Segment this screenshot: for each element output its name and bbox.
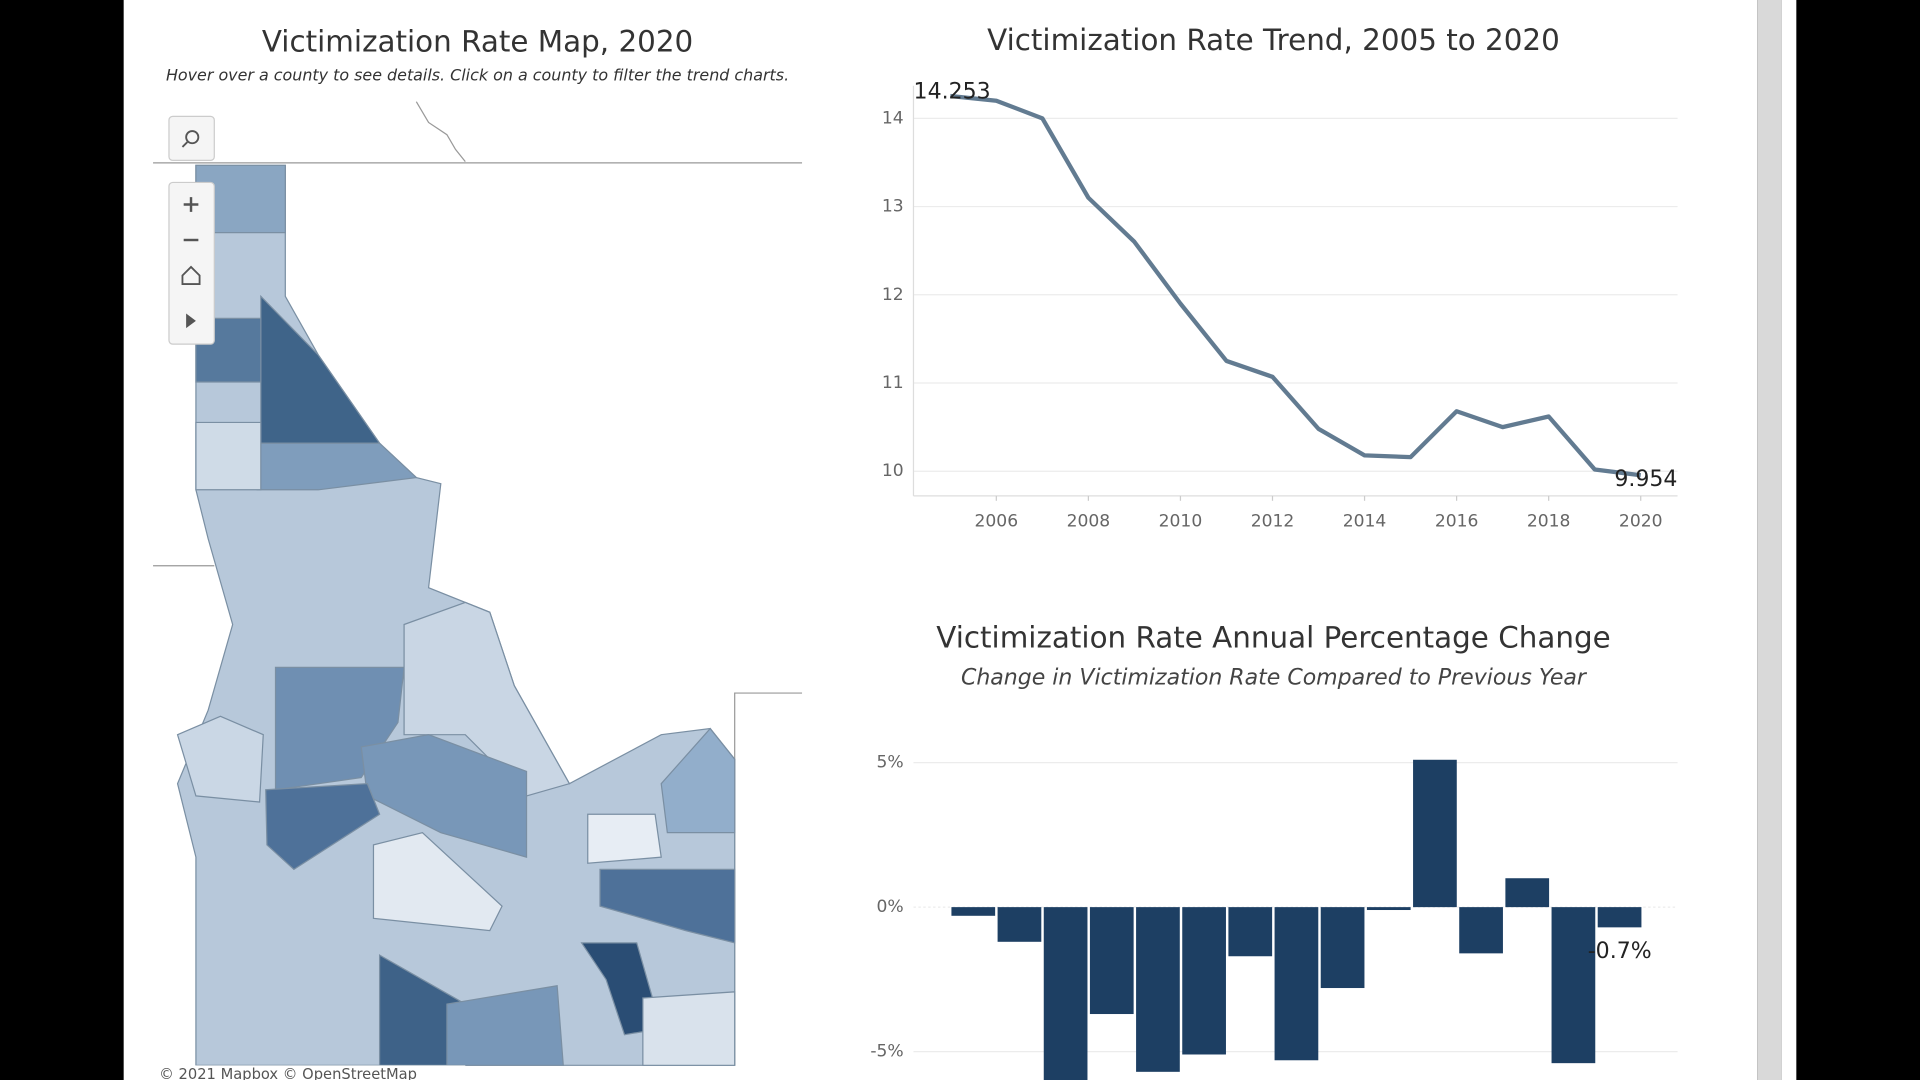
bar bbox=[1228, 907, 1273, 957]
search-button[interactable] bbox=[168, 115, 215, 162]
data-label: 14.253 bbox=[914, 79, 991, 104]
margin bbox=[1781, 0, 1797, 1080]
x-tick-label: 2012 bbox=[1251, 512, 1295, 532]
data-label: 9.954 bbox=[1614, 467, 1677, 492]
bar bbox=[1597, 907, 1642, 928]
scrollbar[interactable] bbox=[1757, 0, 1782, 1080]
y-tick-label: 0% bbox=[877, 897, 904, 917]
bar bbox=[1274, 907, 1319, 1061]
x-tick-label: 2018 bbox=[1527, 512, 1571, 532]
zoom-controls bbox=[168, 181, 215, 345]
bar bbox=[1320, 907, 1365, 989]
bar bbox=[1551, 907, 1596, 1064]
attribution: © 2021 Mapbox © OpenStreetMap bbox=[159, 1066, 417, 1080]
data-label: -0.7% bbox=[1588, 939, 1652, 964]
county[interactable] bbox=[642, 991, 736, 1066]
county[interactable] bbox=[195, 421, 262, 491]
bar bbox=[951, 907, 996, 916]
bar bbox=[1459, 907, 1503, 954]
trend-line bbox=[950, 93, 1641, 478]
x-tick-label: 2008 bbox=[1067, 512, 1111, 532]
bar bbox=[997, 907, 1042, 942]
county[interactable] bbox=[587, 813, 662, 864]
bar bbox=[1043, 907, 1088, 1080]
county[interactable] bbox=[372, 831, 503, 932]
county[interactable] bbox=[660, 727, 736, 834]
y-tick-label: 14 bbox=[882, 108, 904, 128]
x-tick-label: 2020 bbox=[1619, 512, 1663, 532]
y-tick-label: 11 bbox=[882, 373, 904, 393]
bar bbox=[1413, 759, 1457, 908]
y-tick-label: 5% bbox=[877, 753, 904, 773]
border-line bbox=[415, 101, 466, 163]
x-tick-label: 2014 bbox=[1343, 512, 1387, 532]
map: Victimization Rate Map, 2020 Hover over … bbox=[153, 24, 803, 1080]
search-icon bbox=[185, 130, 200, 145]
county[interactable] bbox=[403, 601, 571, 797]
county[interactable] bbox=[176, 715, 264, 803]
bar bbox=[1505, 878, 1550, 908]
chart-subtitle: Change in Victimization Rate Compared to… bbox=[961, 665, 1588, 690]
x-tick-label: 2006 bbox=[975, 512, 1019, 532]
y-tick-label: -5% bbox=[870, 1042, 903, 1062]
county[interactable] bbox=[265, 783, 381, 871]
home-button[interactable] bbox=[181, 265, 201, 285]
y-tick-label: 13 bbox=[882, 197, 904, 217]
y-tick-label: 12 bbox=[882, 285, 904, 305]
bar bbox=[1089, 907, 1134, 1015]
zoom-in[interactable] bbox=[183, 197, 199, 212]
expand-toolbar[interactable] bbox=[186, 313, 196, 329]
bar bbox=[1136, 907, 1180, 1072]
x-tick-label: 2010 bbox=[1159, 512, 1203, 532]
y-tick-label: 10 bbox=[882, 461, 904, 481]
attribution-box bbox=[153, 1065, 466, 1080]
county[interactable] bbox=[599, 868, 736, 944]
map-title: Victimization Rate Map, 2020 bbox=[262, 24, 693, 58]
search-icon bbox=[181, 141, 188, 148]
bar bbox=[1182, 907, 1226, 1055]
map-subtitle: Hover over a county to see details. Clic… bbox=[166, 65, 789, 84]
chart-title: Victimization Rate Annual Percentage Cha… bbox=[936, 621, 1610, 655]
county[interactable] bbox=[446, 985, 564, 1066]
bar bbox=[1366, 907, 1411, 911]
chart-title: Victimization Rate Trend, 2005 to 2020 bbox=[987, 23, 1560, 57]
x-tick-label: 2016 bbox=[1435, 512, 1479, 532]
